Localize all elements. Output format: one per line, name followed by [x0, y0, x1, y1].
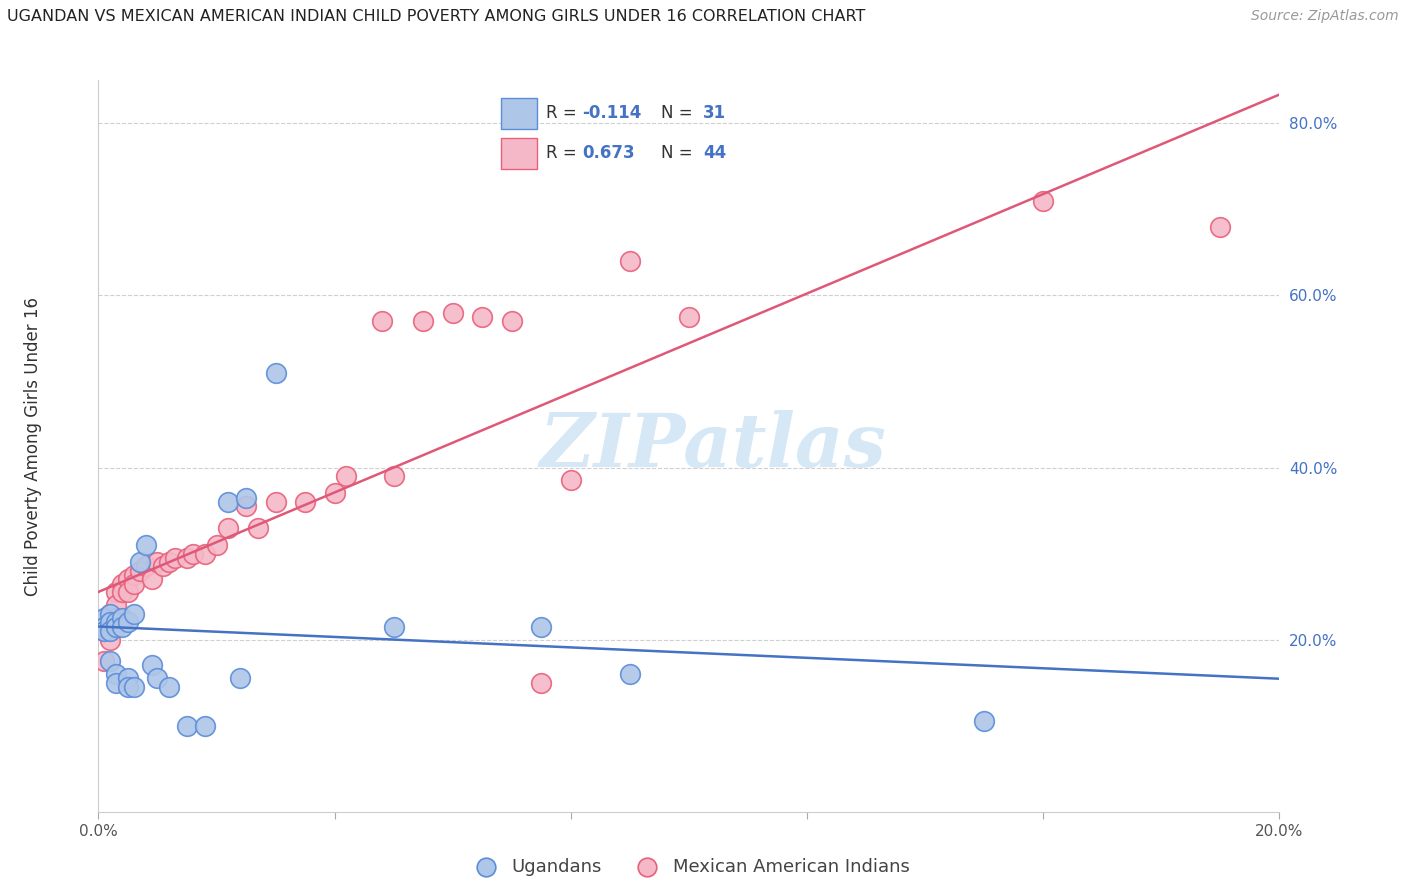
Point: [105, 620, 128, 634]
Point: [111, 585, 134, 599]
Point: [194, 719, 217, 733]
Point: [294, 495, 316, 509]
FancyBboxPatch shape: [501, 98, 537, 129]
Point: [93, 624, 115, 638]
FancyBboxPatch shape: [501, 138, 537, 169]
Point: [471, 310, 494, 324]
Point: [146, 555, 169, 569]
Point: [98, 615, 121, 630]
Point: [93, 654, 115, 668]
Point: [619, 667, 641, 681]
Point: [93, 611, 115, 625]
Point: [111, 576, 134, 591]
Point: [501, 314, 523, 328]
Point: [122, 576, 145, 591]
Text: Source: ZipAtlas.com: Source: ZipAtlas.com: [1251, 9, 1399, 23]
Point: [146, 671, 169, 685]
Point: [530, 675, 553, 690]
Point: [678, 310, 700, 324]
Point: [264, 366, 287, 380]
Text: R =: R =: [546, 145, 582, 162]
Point: [105, 667, 128, 681]
Text: 0.673: 0.673: [582, 145, 634, 162]
Point: [412, 314, 434, 328]
Point: [105, 675, 128, 690]
Point: [128, 564, 150, 578]
Point: [98, 624, 121, 638]
Point: [176, 719, 198, 733]
Point: [105, 585, 128, 599]
Text: R =: R =: [546, 104, 582, 122]
Point: [135, 559, 157, 574]
Text: ZIPatlas: ZIPatlas: [538, 409, 886, 483]
Point: [105, 615, 128, 630]
Point: [157, 680, 180, 694]
Point: [217, 521, 239, 535]
Point: [1032, 194, 1054, 208]
Text: N =: N =: [661, 145, 697, 162]
Legend: Ugandans, Mexican American Indians: Ugandans, Mexican American Indians: [461, 851, 917, 883]
Point: [135, 538, 157, 552]
Point: [122, 568, 145, 582]
Point: [382, 620, 405, 634]
Point: [165, 550, 187, 565]
Point: [93, 620, 115, 634]
Point: [973, 714, 995, 729]
Point: [176, 550, 198, 565]
Text: N =: N =: [661, 104, 697, 122]
Point: [93, 624, 115, 638]
Point: [105, 611, 128, 625]
Point: [264, 495, 287, 509]
Text: Child Poverty Among Girls Under 16: Child Poverty Among Girls Under 16: [24, 296, 42, 596]
Point: [382, 469, 405, 483]
Point: [141, 658, 163, 673]
Point: [560, 474, 582, 488]
Point: [235, 491, 257, 505]
Text: UGANDAN VS MEXICAN AMERICAN INDIAN CHILD POVERTY AMONG GIRLS UNDER 16 CORRELATIO: UGANDAN VS MEXICAN AMERICAN INDIAN CHILD…: [7, 9, 866, 24]
Point: [1209, 219, 1232, 234]
Point: [117, 573, 139, 587]
Point: [181, 547, 204, 561]
Text: 44: 44: [703, 145, 727, 162]
Point: [122, 680, 145, 694]
Point: [111, 611, 134, 625]
Point: [235, 500, 257, 514]
Point: [98, 615, 121, 630]
Text: 31: 31: [703, 104, 725, 122]
Point: [128, 555, 150, 569]
Point: [217, 495, 239, 509]
Point: [117, 671, 139, 685]
Point: [141, 573, 163, 587]
Point: [111, 620, 134, 634]
Point: [441, 305, 464, 319]
Point: [105, 598, 128, 612]
Point: [229, 671, 252, 685]
Point: [98, 632, 121, 647]
Point: [194, 547, 217, 561]
Point: [246, 521, 269, 535]
Point: [98, 607, 121, 621]
Point: [117, 585, 139, 599]
Point: [122, 607, 145, 621]
Point: [205, 538, 228, 552]
Point: [335, 469, 357, 483]
Point: [157, 555, 180, 569]
Point: [530, 620, 553, 634]
Point: [323, 486, 346, 500]
Point: [117, 680, 139, 694]
Point: [152, 559, 174, 574]
Point: [117, 615, 139, 630]
Point: [98, 607, 121, 621]
Point: [371, 314, 394, 328]
Point: [98, 654, 121, 668]
Point: [619, 254, 641, 268]
Text: -0.114: -0.114: [582, 104, 641, 122]
